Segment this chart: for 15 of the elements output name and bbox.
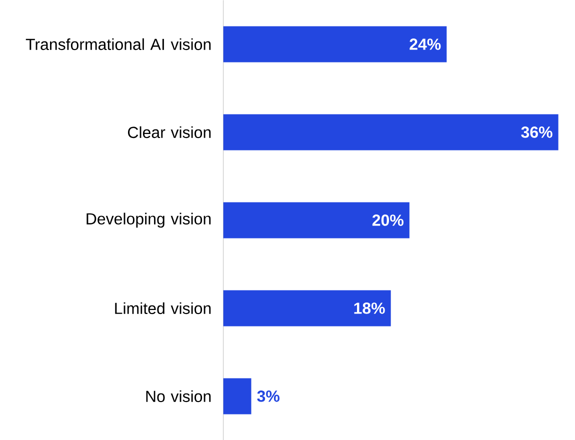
data-label: 24% [410, 38, 441, 50]
data-label: 36% [521, 126, 552, 138]
y-tick-label: Developing vision [86, 212, 211, 228]
bar [223, 26, 447, 62]
bar [223, 378, 252, 414]
y-tick-label: Clear vision [128, 126, 211, 138]
data-label: 3% [257, 390, 280, 402]
y-tick-label: No vision [146, 390, 211, 402]
y-tick-label: Transformational AI vision [26, 38, 211, 50]
bar [223, 290, 391, 326]
bar [223, 202, 410, 238]
data-label: 18% [354, 302, 385, 314]
bar [223, 114, 558, 150]
y-tick-label: Limited vision [115, 302, 211, 314]
data-label: 20% [372, 214, 404, 226]
